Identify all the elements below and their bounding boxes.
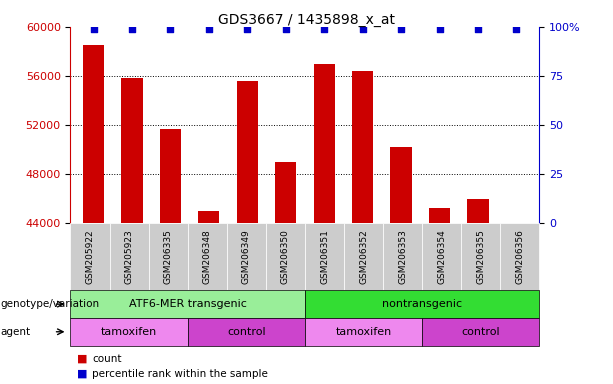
- Point: [127, 26, 137, 32]
- Bar: [390, 147, 412, 223]
- Bar: [314, 64, 335, 223]
- Bar: [198, 211, 219, 223]
- Text: GSM206354: GSM206354: [437, 229, 446, 284]
- Text: ■: ■: [77, 354, 87, 364]
- Text: GSM206348: GSM206348: [203, 229, 211, 284]
- Text: GSM206335: GSM206335: [164, 229, 173, 284]
- Text: nontransgenic: nontransgenic: [382, 299, 462, 309]
- Bar: [506, 223, 527, 225]
- Point: [281, 26, 291, 32]
- Bar: [83, 45, 104, 223]
- Text: ■: ■: [77, 369, 87, 379]
- Text: tamoxifen: tamoxifen: [335, 327, 392, 337]
- Text: percentile rank within the sample: percentile rank within the sample: [92, 369, 268, 379]
- Point: [435, 26, 444, 32]
- Point: [204, 26, 214, 32]
- Bar: [429, 209, 450, 223]
- Point: [319, 26, 329, 32]
- Text: control: control: [462, 327, 500, 337]
- Bar: [237, 81, 258, 223]
- Bar: [160, 129, 181, 223]
- Bar: [467, 199, 489, 223]
- Bar: [275, 162, 296, 223]
- Text: GSM206353: GSM206353: [398, 229, 407, 284]
- Point: [242, 26, 252, 32]
- Bar: [352, 71, 373, 223]
- Text: GSM205923: GSM205923: [124, 229, 134, 284]
- Point: [473, 26, 483, 32]
- Bar: [121, 78, 143, 223]
- Text: tamoxifen: tamoxifen: [101, 327, 158, 337]
- Text: genotype/variation: genotype/variation: [1, 299, 100, 309]
- Text: GSM205922: GSM205922: [86, 229, 94, 284]
- Text: GSM206350: GSM206350: [281, 229, 290, 284]
- Text: GSM206351: GSM206351: [320, 229, 329, 284]
- Point: [166, 26, 175, 32]
- Text: GDS3667 / 1435898_x_at: GDS3667 / 1435898_x_at: [218, 13, 395, 27]
- Text: GSM206352: GSM206352: [359, 229, 368, 284]
- Point: [396, 26, 406, 32]
- Text: ATF6-MER transgenic: ATF6-MER transgenic: [129, 299, 246, 309]
- Text: GSM206356: GSM206356: [516, 229, 524, 284]
- Point: [89, 26, 99, 32]
- Text: GSM206355: GSM206355: [476, 229, 485, 284]
- Point: [358, 26, 368, 32]
- Text: GSM206349: GSM206349: [242, 229, 251, 284]
- Point: [511, 26, 521, 32]
- Text: control: control: [227, 327, 265, 337]
- Text: agent: agent: [1, 327, 31, 337]
- Text: count: count: [92, 354, 121, 364]
